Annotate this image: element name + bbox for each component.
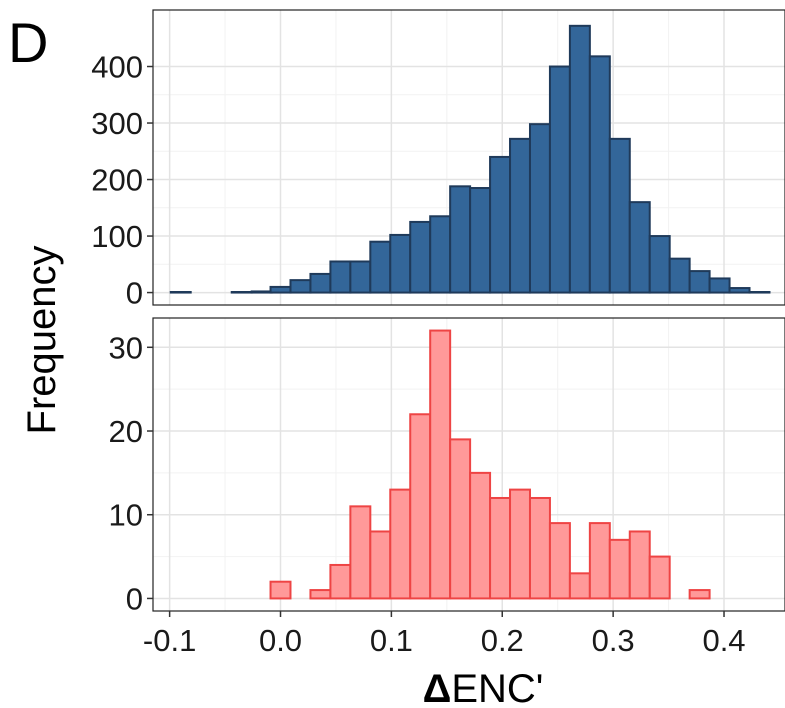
- panel-2: 0 10 20 30: [109, 317, 785, 616]
- histogram-bar: [429, 215, 452, 294]
- histogram-bar: [329, 260, 352, 294]
- panel-border: [152, 9, 785, 306]
- histogram-bar: [728, 287, 751, 294]
- y-axis-title: Frequency: [20, 246, 64, 435]
- histogram-bar: [548, 522, 571, 600]
- histogram-bar: [688, 589, 711, 600]
- panel-label: D: [8, 11, 48, 74]
- histogram-bar: [250, 290, 273, 294]
- x-tick-label: 0.2: [481, 623, 524, 658]
- panel-border: [152, 317, 785, 612]
- histogram-bar: [369, 240, 392, 294]
- x-tick-label: 0.4: [702, 623, 745, 658]
- x-tick-label: 0.1: [370, 623, 413, 658]
- histogram-bar: [608, 137, 631, 294]
- histogram-bar: [309, 272, 332, 294]
- histogram-bar: [509, 137, 531, 294]
- histogram-bar: [648, 235, 671, 294]
- histogram-bar: [608, 538, 631, 600]
- histogram-bar: [349, 260, 372, 294]
- histogram-bar: [449, 438, 472, 600]
- histogram-bar: [688, 270, 711, 294]
- histogram-bar: [628, 530, 651, 600]
- histogram-bar: [230, 291, 253, 294]
- y-tick-label: 300: [91, 106, 143, 141]
- histogram-bar: [588, 55, 611, 294]
- x-tick-label: -0.1: [143, 623, 196, 658]
- histogram-bar: [289, 279, 312, 294]
- histogram-bar: [668, 257, 691, 294]
- histogram-bar: [169, 291, 192, 294]
- histogram-bar: [628, 201, 651, 294]
- histogram-bar: [469, 187, 492, 294]
- histogram-bar: [409, 413, 432, 600]
- histogram-bar: [429, 329, 452, 600]
- y-tick-label: 400: [91, 50, 143, 85]
- histogram-bar: [708, 277, 731, 294]
- histogram-bar: [369, 530, 392, 600]
- histogram-bar: [568, 24, 591, 294]
- histogram-bar: [449, 185, 472, 294]
- histogram-bar: [528, 496, 551, 600]
- histogram-bar: [548, 65, 571, 294]
- histogram-bar: [489, 155, 512, 294]
- x-tick-label: 0.0: [259, 623, 302, 658]
- x-tick-label: 0.3: [592, 623, 635, 658]
- y-tick-label: 200: [91, 163, 143, 198]
- histogram-bar: [269, 285, 292, 294]
- y-tick-label: 100: [91, 219, 143, 254]
- histogram-bar: [309, 589, 332, 600]
- histogram-bar: [588, 522, 611, 600]
- y-tick-label: 30: [109, 330, 143, 365]
- histogram-bar: [389, 233, 412, 294]
- histogram-bar: [528, 123, 551, 294]
- histogram-bar: [329, 563, 352, 600]
- histogram-bar: [648, 555, 671, 600]
- x-axis-title-text: ENC': [451, 667, 543, 708]
- panel-1: 0 100 200 300 400: [91, 9, 785, 311]
- histogram-bar: [389, 488, 412, 600]
- delta-symbol: Δ: [423, 667, 452, 708]
- histogram-bar: [568, 572, 591, 600]
- histogram-bar: [489, 496, 512, 600]
- histogram-bar: [748, 291, 771, 294]
- x-axis-title: ΔENC': [423, 667, 544, 708]
- y-tick-label: 0: [126, 581, 143, 616]
- histogram-bar: [469, 471, 492, 600]
- histogram-bar: [269, 580, 292, 600]
- y-tick-label: 20: [109, 414, 143, 449]
- histogram-bar: [409, 220, 432, 294]
- y-tick-label: 0: [126, 276, 143, 311]
- histogram-bar: [349, 505, 372, 600]
- histogram-bar: [509, 488, 531, 600]
- y-tick-label: 10: [109, 498, 143, 533]
